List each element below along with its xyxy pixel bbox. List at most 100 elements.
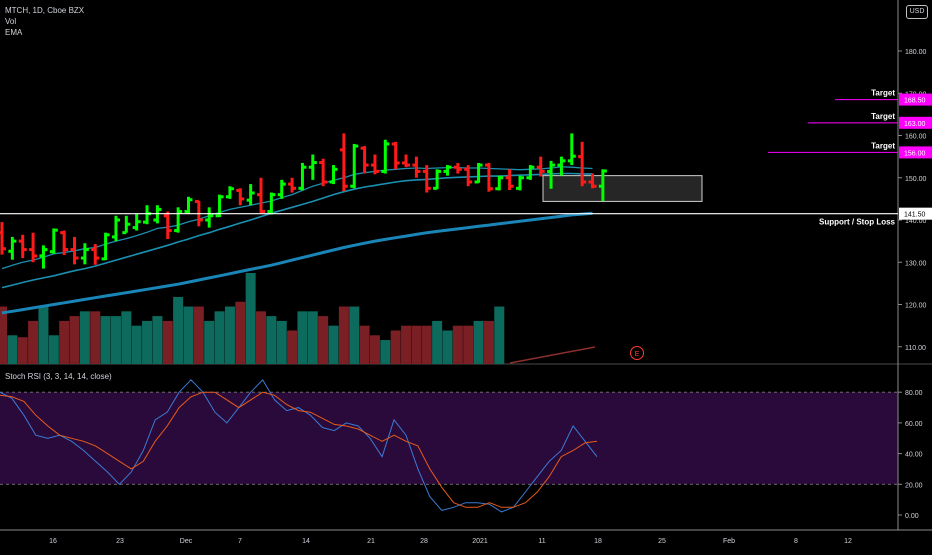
price-tick-label: 160.00	[905, 134, 927, 141]
volume-bar	[432, 320, 443, 364]
entry-zone[interactable]	[542, 175, 703, 202]
target-annotations[interactable]: 168.50 Target 163.00 Target 156.00 Target 141.…	[0, 89, 932, 227]
rsi-tick-label: 60.00	[905, 421, 923, 428]
time-tick-label: 18	[594, 538, 602, 545]
ohlc-bar	[29, 232, 38, 263]
time-tick-label: 28	[420, 538, 428, 545]
volume-bar	[0, 306, 7, 364]
ohlc-bar	[163, 211, 172, 240]
ohlc-bar	[257, 177, 265, 214]
rsi-tick-label: 20.00	[905, 482, 923, 489]
volume-bar	[28, 320, 39, 364]
ohlc-bar	[516, 175, 524, 191]
ohlc-bar	[598, 169, 607, 201]
ohlc-bar	[433, 169, 442, 190]
volume-bar	[256, 311, 266, 364]
time-axis[interactable]: 16 23 Dec 7 14 21 28 2021 11 18 25 Feb 8 12	[49, 538, 852, 545]
ohlc-bar	[443, 165, 452, 176]
ohlc-bar	[474, 162, 483, 184]
stoch-rsi-legend[interactable]: Stoch RSI (3, 3, 14, 14, close)	[5, 372, 112, 381]
ohlc-bar	[101, 232, 110, 261]
volume-bar	[162, 320, 173, 364]
target-price-tag	[899, 146, 932, 159]
ohlc-bar	[505, 169, 514, 191]
volume-bar	[204, 320, 215, 364]
currency-button[interactable]: USD	[906, 5, 928, 19]
price-tick-label: 180.00	[905, 49, 927, 56]
volume-bar	[380, 340, 391, 364]
ohlc-bar	[484, 162, 493, 192]
volume-bar	[276, 320, 287, 364]
volume-bar	[90, 311, 101, 364]
stoch-d-line	[0, 391, 598, 508]
stoch-k-line	[0, 379, 598, 513]
ohlc-bar	[422, 165, 431, 193]
ohlc-bar	[391, 141, 400, 170]
volume-bar	[328, 325, 339, 364]
ohlc-bar	[350, 143, 359, 189]
ohlc-bar	[360, 146, 369, 174]
volume-bar	[59, 320, 70, 364]
earnings-marker[interactable]: E	[630, 346, 644, 360]
ohlc-bar	[49, 228, 58, 254]
volume-bar	[193, 306, 204, 364]
volume-bars	[0, 273, 596, 364]
ema-legend[interactable]: EMA	[5, 28, 23, 37]
chart-legend[interactable]: MTCH, 1D, Cboe BZX Vol EMA	[5, 5, 84, 38]
time-tick-label: 14	[302, 538, 310, 545]
volume-bar	[142, 320, 153, 364]
ohlc-bar	[308, 154, 317, 180]
ohlc-bar	[60, 230, 69, 256]
rsi-tick-label: 40.00	[905, 452, 923, 459]
rsi-band	[0, 392, 898, 485]
volume-legend[interactable]: Vol	[5, 17, 17, 26]
ohlc-bar	[547, 160, 556, 189]
ohlc-bar	[536, 156, 545, 177]
time-tick-label: Feb	[723, 538, 735, 545]
volume-bar	[463, 325, 474, 364]
rsi-tick-label: 0.00	[905, 513, 919, 520]
volume-bar	[390, 330, 401, 364]
volume-bar	[473, 320, 484, 364]
ohlc-bar	[174, 207, 183, 233]
rsi-tick-label: 80.00	[905, 390, 923, 397]
ohlc-bar	[91, 244, 100, 265]
price-tick-label: 120.00	[905, 303, 927, 310]
volume-bar	[48, 335, 59, 364]
ohlc-bar	[319, 158, 328, 187]
ohlc-bar	[339, 133, 348, 192]
ohlc-bar	[267, 192, 276, 215]
volume-bar	[110, 316, 121, 364]
volume-bar	[245, 273, 256, 364]
ohlc-bar	[236, 188, 245, 206]
ohlc-bar	[111, 215, 120, 242]
time-tick-label: 2021	[472, 538, 488, 545]
entry-zone-box[interactable]	[542, 175, 703, 202]
earnings-label: E	[635, 351, 640, 358]
price-bars	[0, 133, 607, 269]
volume-bar	[214, 311, 225, 364]
ohlc-bar	[370, 154, 379, 175]
ohlc-bar	[0, 222, 6, 255]
target-price-label: 156.00	[904, 150, 926, 157]
volume-bar	[17, 337, 28, 364]
ohlc-bar	[8, 236, 17, 260]
price-tick-label: 140.00	[905, 218, 927, 225]
ohlc-bar	[277, 179, 286, 199]
volume-bar	[121, 311, 132, 364]
target-price-label: 168.50	[904, 98, 926, 105]
ohlc-bar	[288, 177, 297, 193]
target-price-tag	[899, 93, 932, 106]
time-tick-label: 12	[844, 538, 852, 545]
rsi-axis[interactable]: 80.00 60.00 40.00 20.00 0.00	[0, 390, 923, 520]
price-tick-label: 110.00	[905, 345, 926, 352]
ohlc-bar	[70, 236, 79, 265]
symbol-title[interactable]: MTCH, 1D, Cboe BZX	[5, 6, 85, 15]
volume-bar	[173, 296, 184, 364]
target-price-label: 163.00	[904, 121, 926, 128]
ohlc-bar	[184, 196, 193, 214]
ema-lines	[1, 166, 593, 315]
time-tick-label: 11	[538, 538, 545, 545]
